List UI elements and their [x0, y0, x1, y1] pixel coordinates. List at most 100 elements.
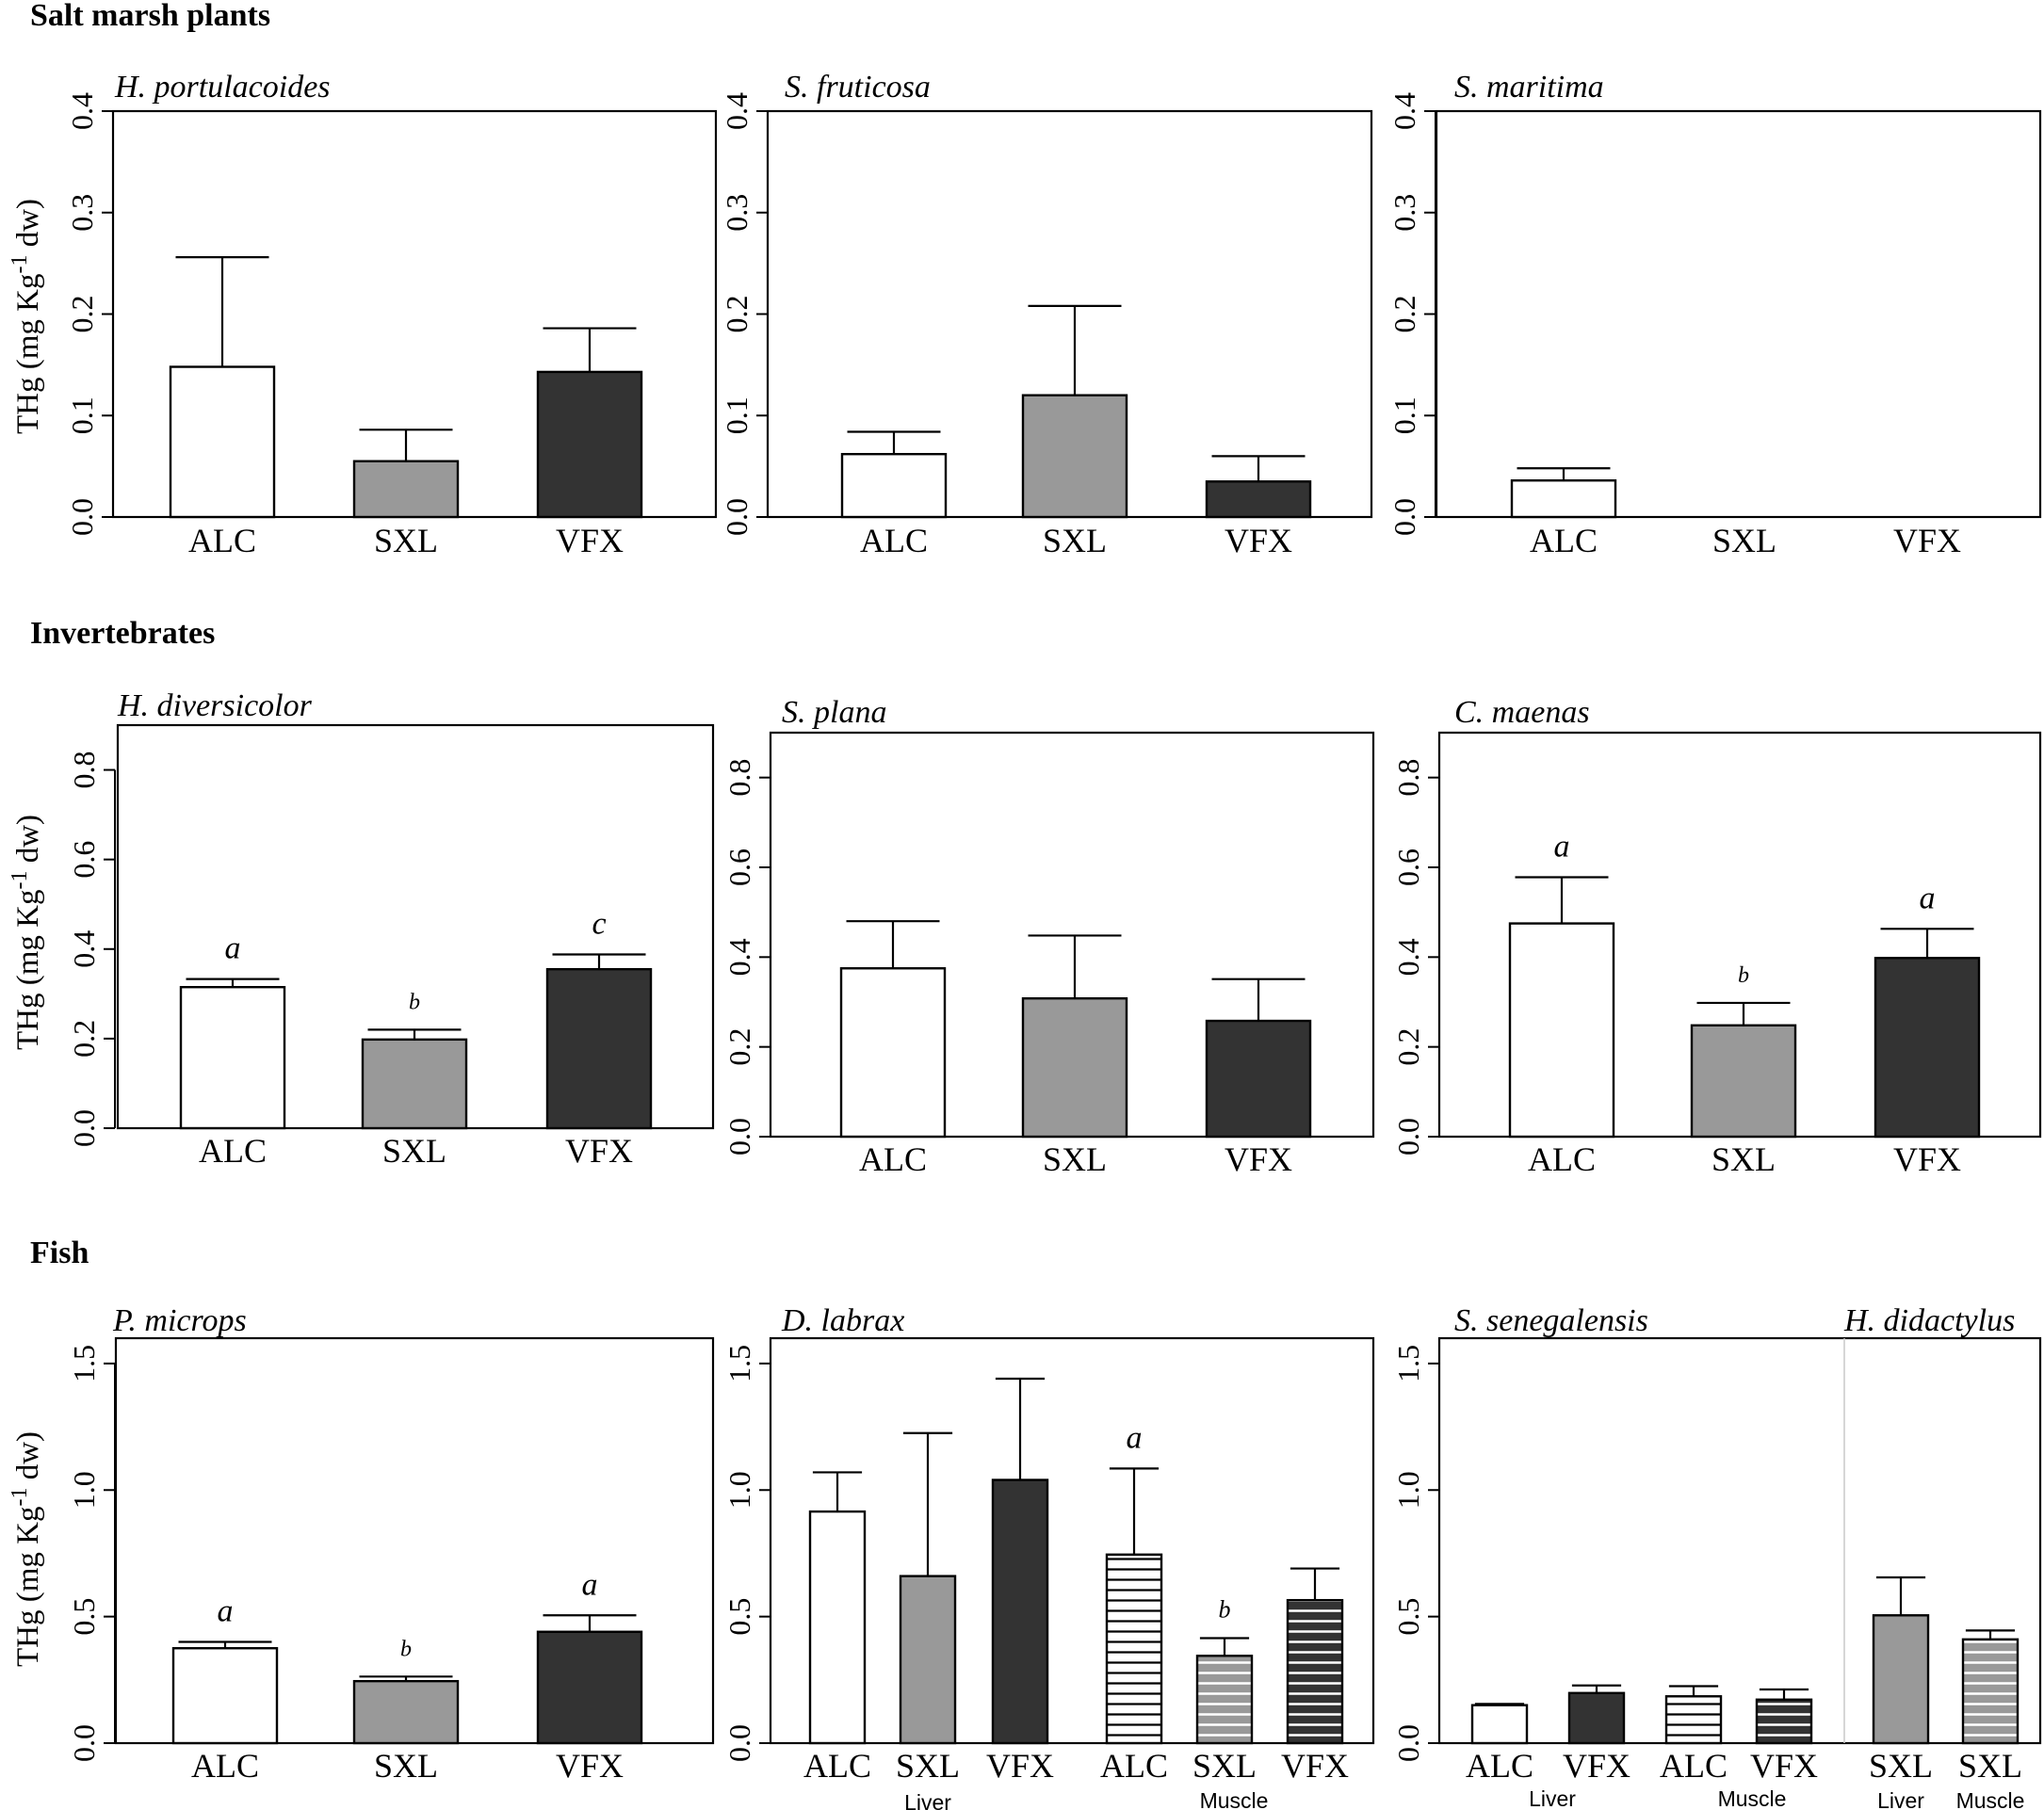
significance-label: a	[1920, 881, 1936, 915]
bar-vfx	[1286, 1598, 1344, 1745]
category-label: VFX	[986, 1747, 1054, 1785]
bar-alc	[1470, 1704, 1529, 1745]
bar-vfx	[545, 967, 653, 1130]
bar-sxl	[1961, 1638, 2020, 1745]
y-tick-label: 0.4	[65, 92, 99, 130]
bar-sxl	[1872, 1614, 1930, 1745]
bar-vfx	[1205, 1019, 1312, 1139]
y-tick-label: 0.0	[720, 498, 754, 536]
y-tick-label: 0.0	[1391, 1118, 1425, 1155]
y-tick-label: 1.5	[722, 1345, 756, 1382]
y-tick-label: 0.3	[720, 194, 754, 232]
plot-frame	[1437, 1336, 2042, 1745]
panel-title: S. fruticosa	[785, 70, 931, 105]
significance-label: a	[218, 1594, 234, 1629]
panel-title: S. senegalensis	[1454, 1303, 1648, 1338]
panel-s-maritima: S. maritima 0.0 0.1 0.2 0.3 0.4 ALC SXL VFX	[1387, 70, 2042, 559]
category-label: ALC	[199, 1132, 267, 1170]
panel-c-maenas: C. maenas 0.0 0.2 0.4 0.6 0.8 ALC a SXL b VFX a	[1391, 695, 2042, 1178]
y-tick-label: 0.8	[722, 759, 756, 797]
y-tick-label: 0.3	[65, 194, 99, 232]
panel-h-portulacoides: H. portulacoides 0.0 0.1 0.2 0.3 0.4 THg (mg K…	[8, 70, 718, 559]
significance-label: b	[1219, 1595, 1231, 1623]
category-label: SXL	[1712, 522, 1776, 559]
panel-title: D. labrax	[781, 1303, 904, 1338]
y-tick-label: 0.0	[65, 498, 99, 536]
y-tick-label: 1.5	[67, 1345, 101, 1382]
panel-p-microps: P. microps 0.0 0.5 1.0 1.5 THg (mg Kg-1 dw) AL…	[8, 1303, 715, 1785]
y-tick-label: 0.2	[65, 296, 99, 333]
category-label: SXL	[374, 522, 438, 559]
category-label: SXL	[1043, 1140, 1107, 1178]
group-label: Liver	[1529, 1786, 1576, 1810]
y-tick-label: 1.5	[1391, 1345, 1425, 1382]
category-label: SXL	[382, 1132, 446, 1170]
section-title-plants: Salt marsh plants	[30, 0, 270, 33]
y-tick-label: 0.0	[67, 1109, 101, 1147]
category-label: VFX	[1225, 522, 1292, 559]
panel-s-senegalensis-h-didactylus: S. senegalensis H. didactylus 0.0 0.5 1.0 1.5…	[1391, 1303, 2042, 1810]
y-tick-label: 0.0	[1387, 498, 1421, 536]
y-tick-label: 0.4	[722, 938, 756, 976]
category-label: VFX	[1893, 522, 1961, 559]
bar-sxl	[899, 1575, 957, 1745]
category-label: VFX	[1225, 1140, 1292, 1178]
y-tick-label: 0.5	[722, 1598, 756, 1636]
category-label: ALC	[860, 522, 928, 559]
y-tick-label: 0.1	[720, 396, 754, 434]
bar-alc	[1510, 479, 1617, 519]
panel-title: H. portulacoides	[114, 70, 331, 105]
category-label: ALC	[191, 1747, 259, 1785]
panel-d-labrax: D. labrax 0.0 0.5 1.0 1.5 ALC SXL VFX ALC a SXL b VF…	[722, 1303, 1375, 1810]
group-label: Liver	[904, 1790, 951, 1810]
y-tick-label: 0.4	[1391, 938, 1425, 976]
category-label: ALC	[1466, 1747, 1533, 1785]
y-tick-label: 0.6	[1391, 848, 1425, 886]
y-tick-label: 0.1	[1387, 396, 1421, 434]
y-tick-label: 0.2	[67, 1020, 101, 1058]
y-tick-label: 0.5	[67, 1598, 101, 1636]
category-label: VFX	[556, 522, 624, 559]
y-axis-label: THg (mg Kg-1 dw)	[8, 1431, 45, 1667]
y-tick-label: 0.4	[720, 92, 754, 130]
category-label: ALC	[1660, 1747, 1728, 1785]
bar-alc	[179, 985, 286, 1130]
plot-frame	[1435, 109, 2042, 519]
bar-vfx	[536, 1630, 643, 1745]
significance-label: a	[582, 1567, 598, 1602]
category-label: VFX	[1281, 1747, 1349, 1785]
y-tick-label: 0.1	[65, 396, 99, 434]
group-label: Muscle	[1200, 1788, 1269, 1810]
bar-vfx	[1874, 957, 1981, 1139]
category-label: SXL	[1043, 522, 1107, 559]
y-tick-label: 0.2	[722, 1028, 756, 1066]
category-label: ALC	[1100, 1747, 1168, 1785]
category-label: SXL	[374, 1747, 438, 1785]
significance-label: a	[225, 931, 241, 966]
bar-sxl	[1690, 1024, 1797, 1139]
y-tick-label: 0.4	[67, 930, 101, 968]
bar-alc	[840, 452, 948, 519]
panel-title: C. maenas	[1454, 695, 1590, 730]
category-label: ALC	[1530, 522, 1598, 559]
bar-alc	[1664, 1695, 1723, 1745]
y-tick-label: 0.0	[67, 1724, 101, 1762]
significance-label: b	[400, 1637, 412, 1661]
y-tick-label: 0.2	[720, 296, 754, 333]
panel-s-fruticosa: S. fruticosa 0.0 0.1 0.2 0.3 0.4 ALC SXL VFX	[720, 70, 1373, 559]
panel-title: S. maritima	[1454, 70, 1604, 105]
bar-sxl	[352, 460, 460, 519]
y-tick-label: 0.4	[1387, 92, 1421, 130]
category-label: VFX	[1563, 1747, 1630, 1785]
group-label: Liver	[1877, 1788, 1924, 1810]
category-label: VFX	[1893, 1140, 1961, 1178]
y-tick-label: 0.8	[1391, 759, 1425, 797]
y-tick-label: 0.0	[722, 1118, 756, 1155]
bar-vfx	[536, 370, 643, 519]
significance-label: a	[1554, 829, 1570, 864]
panel-title: P. microps	[112, 1303, 247, 1338]
y-tick-label: 0.5	[1391, 1598, 1425, 1636]
significance-label: c	[592, 906, 606, 941]
category-label: ALC	[859, 1140, 927, 1178]
bar-sxl	[361, 1038, 468, 1130]
